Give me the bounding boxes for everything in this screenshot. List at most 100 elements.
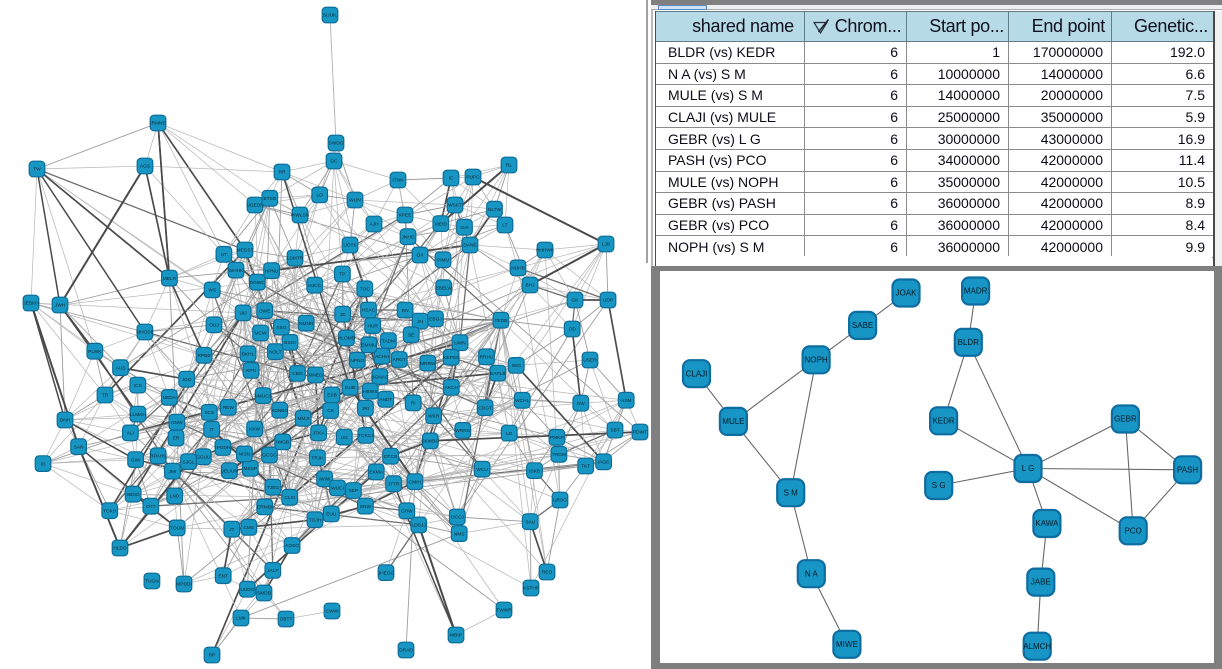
- svg-text:JALP: JALP: [267, 568, 278, 574]
- svg-text:UG: UG: [341, 435, 348, 441]
- svg-text:DGWC: DGWC: [250, 280, 266, 286]
- svg-text:OBTT: OBTT: [280, 617, 293, 623]
- svg-text:WS: WS: [208, 288, 216, 294]
- svg-text:TADM: TADM: [382, 338, 395, 344]
- svg-text:OWE: OWE: [259, 308, 270, 314]
- svg-text:RPAHS: RPAHS: [150, 454, 166, 460]
- svg-text:LJB: LJB: [602, 242, 610, 248]
- svg-text:LO: LO: [316, 193, 323, 199]
- svg-text:IT: IT: [209, 427, 213, 433]
- svg-text:MNED: MNED: [308, 373, 323, 379]
- svg-text:HBWS: HBWS: [363, 389, 377, 395]
- svg-text:WUCI: WUCI: [331, 486, 344, 492]
- svg-text:KKW: KKW: [249, 427, 260, 433]
- svg-text:TJEG: TJEG: [267, 485, 280, 491]
- svg-text:IPGDH: IPGDH: [215, 445, 231, 451]
- svg-text:NOLT: NOLT: [269, 349, 282, 355]
- svg-text:JNHO: JNHO: [401, 234, 414, 240]
- svg-text:BTSD: BTSD: [263, 196, 276, 202]
- svg-text:IWG: IWG: [512, 363, 522, 369]
- svg-text:UEUUM: UEUUM: [221, 468, 239, 474]
- svg-text:NMUCS: NMUCS: [254, 393, 272, 399]
- svg-text:NEDA: NEDA: [163, 395, 177, 401]
- svg-text:WCHL: WCHL: [515, 398, 529, 404]
- svg-text:KEPSS: KEPSS: [443, 355, 459, 361]
- svg-text:HJCC: HJCC: [308, 283, 321, 289]
- svg-text:CK: CK: [327, 408, 334, 414]
- svg-text:LMK: LMK: [236, 616, 247, 622]
- svg-text:JTTR: JTTR: [388, 481, 400, 487]
- svg-text:RI: RI: [411, 401, 416, 407]
- svg-text:SKWBG: SKWBG: [421, 439, 439, 445]
- svg-text:JH: JH: [417, 319, 423, 325]
- svg-text:WRRG: WRRG: [455, 428, 470, 434]
- svg-text:DANE: DANE: [463, 243, 476, 249]
- svg-text:NLTW: NLTW: [488, 207, 502, 213]
- svg-text:SAN: SAN: [74, 444, 84, 450]
- svg-text:SE: SE: [408, 332, 414, 338]
- svg-text:REO: REO: [542, 570, 553, 576]
- svg-text:AOSO: AOSO: [285, 543, 299, 549]
- svg-text:PMKR: PMKR: [550, 435, 564, 441]
- svg-text:EMNIU: EMNIU: [361, 343, 377, 349]
- svg-text:OUJ: OUJ: [209, 323, 219, 329]
- svg-text:WCU: WCU: [476, 467, 488, 473]
- svg-text:EUU: EUU: [326, 512, 337, 518]
- svg-text:OTT: OTT: [146, 504, 156, 510]
- svg-text:JWH: JWH: [55, 303, 66, 309]
- svg-text:ACHH: ACHH: [375, 354, 389, 360]
- svg-text:LDMTR: LDMTR: [287, 256, 304, 262]
- svg-text:NPNO: NPNO: [350, 358, 364, 364]
- svg-text:JTKA: JTKA: [313, 431, 326, 437]
- svg-text:MHOSE: MHOSE: [136, 330, 154, 336]
- svg-text:KSTHP: KSTHP: [523, 586, 539, 592]
- svg-text:ARGT: ARGT: [393, 357, 406, 363]
- svg-text:MMJI: MMJI: [297, 416, 309, 422]
- svg-text:GUB: GUB: [345, 385, 355, 391]
- svg-text:MEID: MEID: [435, 221, 448, 227]
- svg-text:MEGST: MEGST: [236, 248, 253, 254]
- svg-text:TW: TW: [33, 167, 41, 173]
- svg-text:SWDO: SWDO: [329, 141, 344, 147]
- svg-text:WSKT: WSKT: [448, 203, 462, 209]
- svg-text:WIJN: WIJN: [349, 198, 361, 204]
- svg-text:CBG: CBG: [292, 371, 303, 377]
- svg-text:CDGT: CDGT: [478, 405, 492, 411]
- svg-text:JE: JE: [340, 312, 346, 318]
- svg-text:JMI: JMI: [169, 469, 177, 475]
- svg-text:DNH: DNH: [60, 418, 71, 424]
- svg-text:HHHWK: HHHWK: [536, 248, 555, 254]
- svg-text:GC: GC: [330, 159, 338, 165]
- svg-text:SSO: SSO: [276, 325, 286, 331]
- svg-text:UIJ: UIJ: [239, 311, 247, 317]
- svg-text:JRI: JRI: [362, 406, 369, 412]
- svg-text:NUHB: NUHB: [511, 266, 525, 272]
- svg-text:TCKCJ: TCKCJ: [358, 433, 374, 439]
- svg-text:EW: EW: [577, 401, 585, 407]
- svg-text:UUDO: UUDO: [240, 587, 254, 593]
- svg-text:ALI: ALI: [127, 431, 134, 437]
- svg-text:GCGG: GCGG: [262, 453, 277, 459]
- svg-text:IO: IO: [40, 461, 45, 467]
- svg-text:AKCH: AKCH: [445, 385, 459, 391]
- svg-text:AGS: AGS: [140, 164, 150, 170]
- svg-text:GGUU: GGUU: [196, 454, 211, 460]
- svg-text:TOC: TOC: [360, 287, 371, 293]
- svg-text:RP: RP: [209, 653, 216, 659]
- svg-text:TKT: TKT: [581, 464, 590, 470]
- svg-text:TB: TB: [102, 393, 108, 399]
- svg-text:WKR: WKR: [428, 414, 440, 420]
- svg-text:AUS: AUS: [116, 365, 126, 371]
- svg-text:GIW: GIW: [131, 457, 141, 463]
- svg-text:TRJK: TRJK: [311, 456, 324, 462]
- svg-text:ER: ER: [173, 436, 180, 442]
- svg-text:RRHU: RRHU: [480, 355, 494, 361]
- svg-text:UOTK: UOTK: [343, 243, 357, 249]
- svg-text:MSSP: MSSP: [243, 466, 257, 472]
- svg-text:TP: TP: [339, 272, 345, 278]
- svg-text:OD: OD: [569, 327, 577, 333]
- svg-text:TOUM: TOUM: [170, 526, 184, 532]
- svg-text:LND: LND: [170, 494, 180, 500]
- svg-text:MCW: MCW: [255, 331, 267, 337]
- svg-text:REW: REW: [223, 405, 235, 411]
